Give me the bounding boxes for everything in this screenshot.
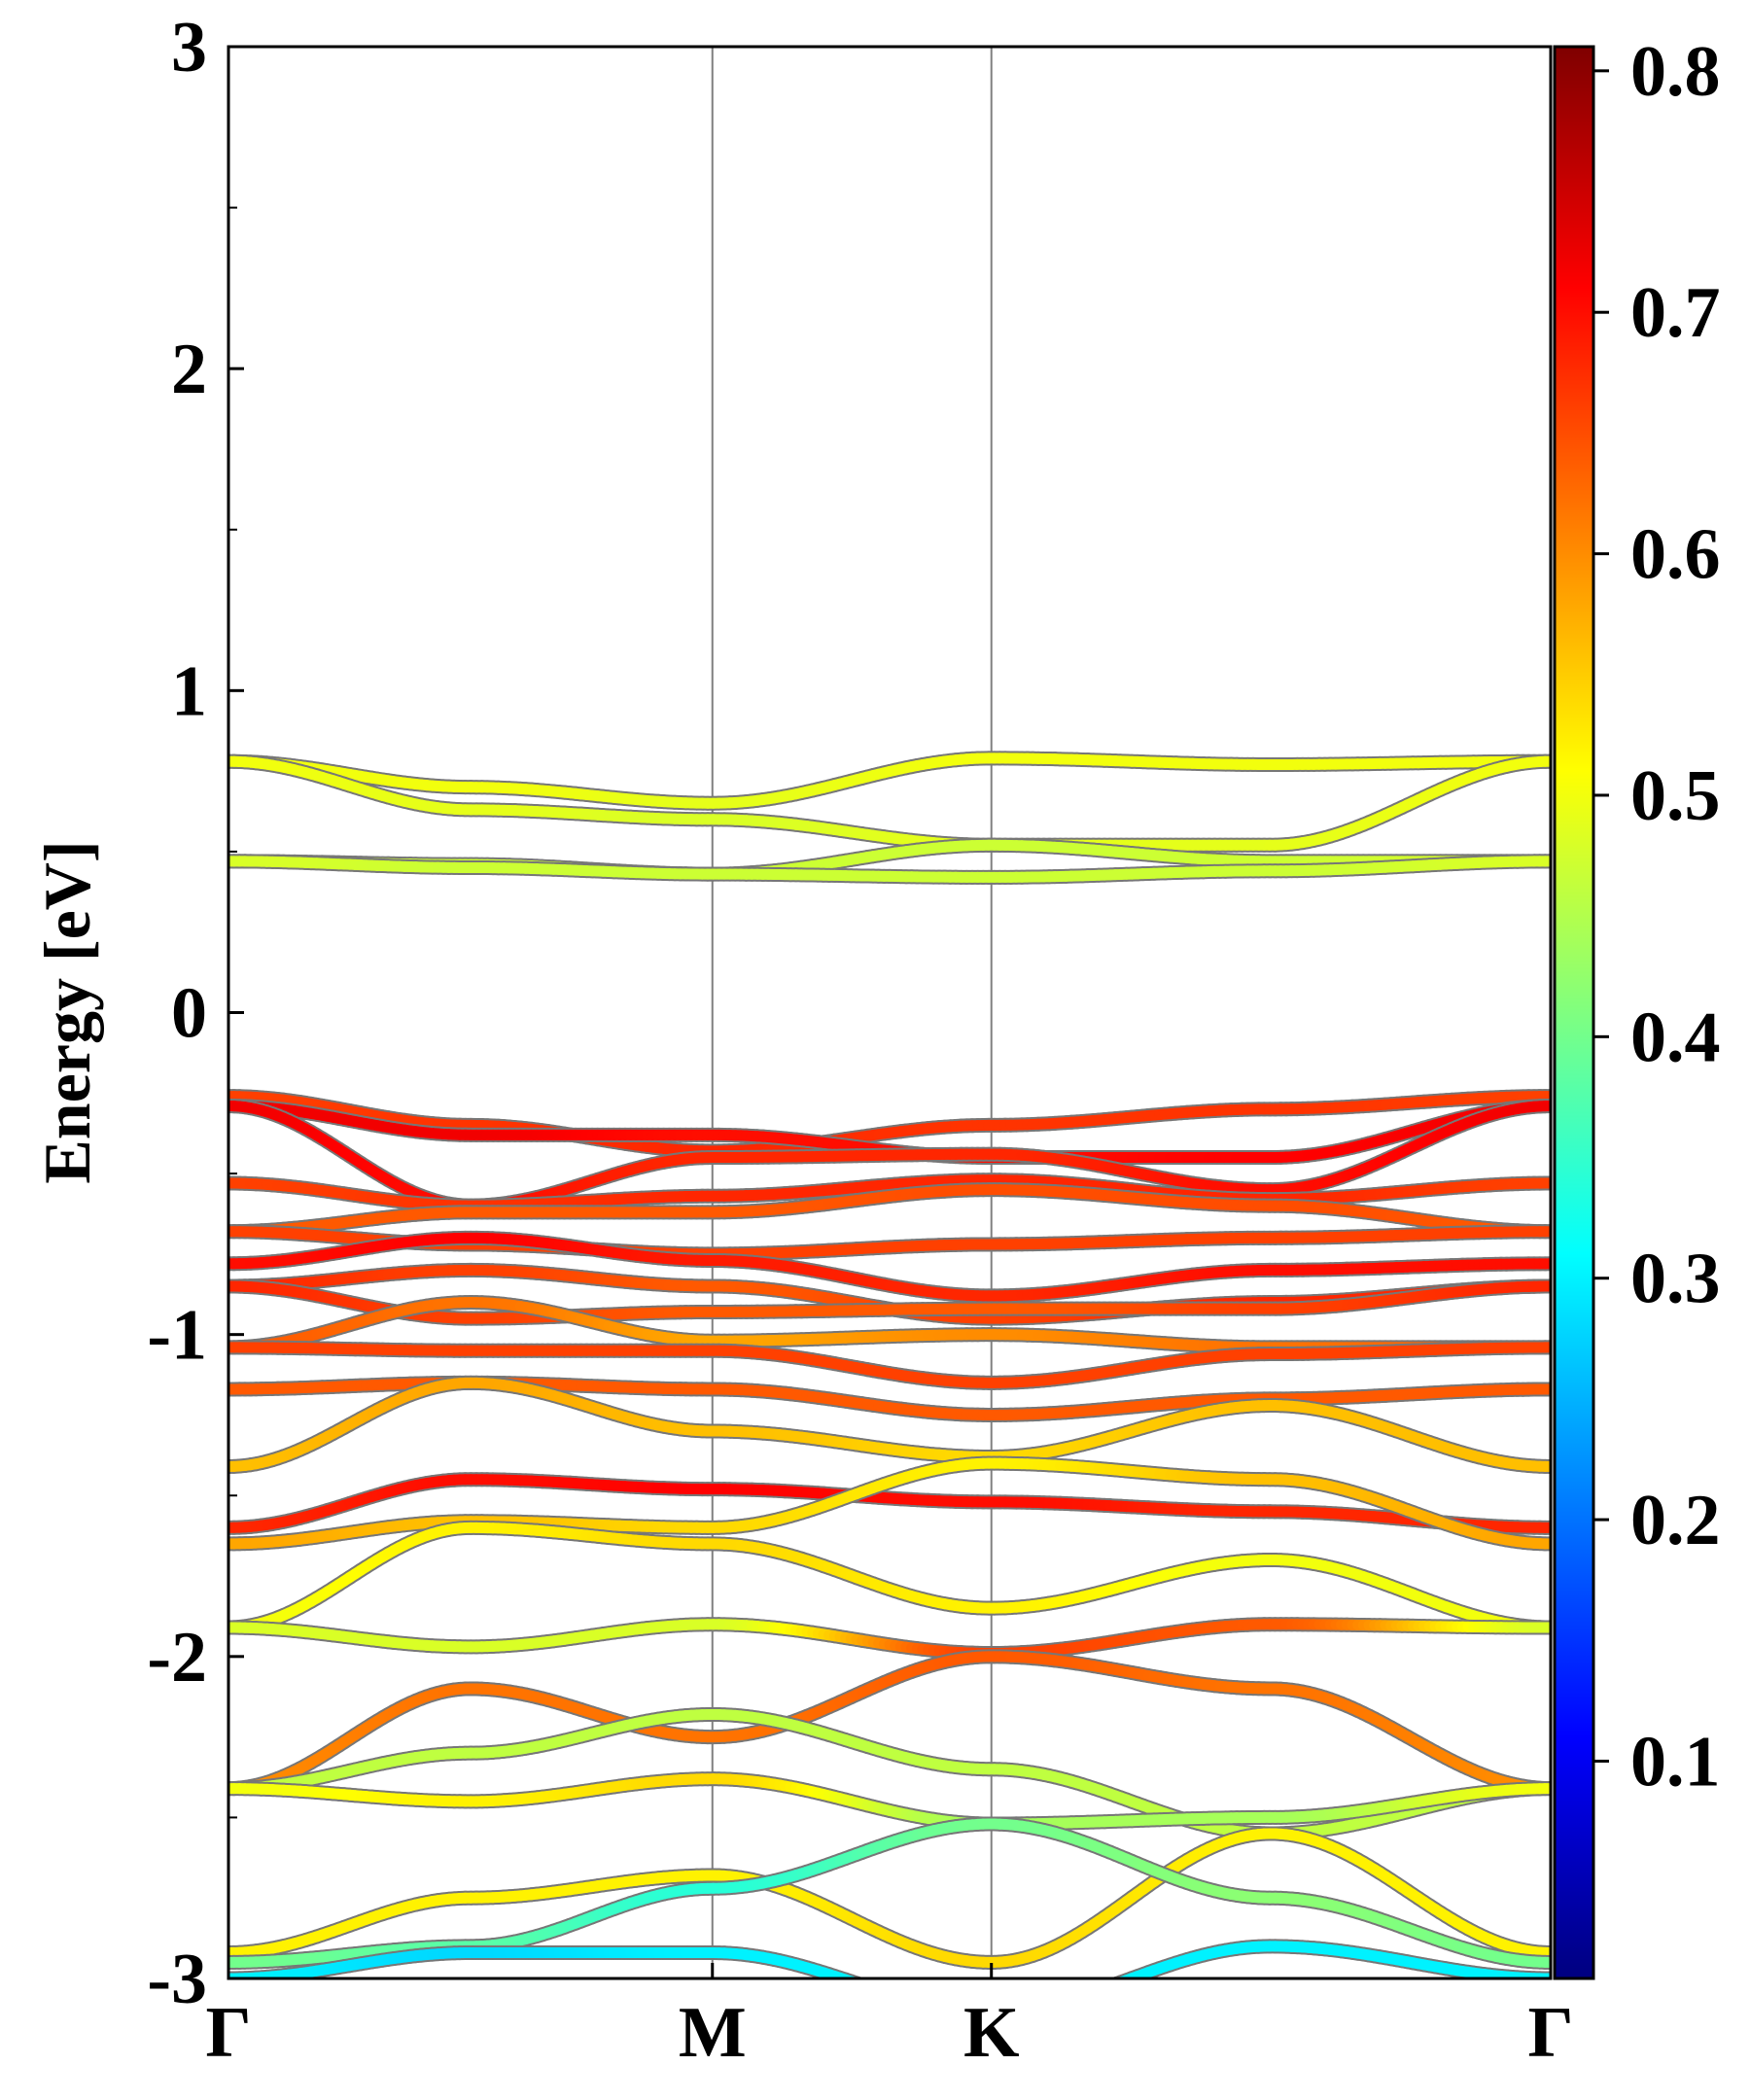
band-24 <box>228 1771 1551 1832</box>
band-26 <box>228 1816 1551 1970</box>
colorbar-tick-label: 0.5 <box>1630 756 1721 836</box>
x-tick-label: Γ <box>205 1993 251 2073</box>
colorbar-axis: 0.8 0.7 0.6 0.5 0.4 0.3 0.2 0.1 <box>1593 32 1721 1802</box>
x-tick-label: M <box>679 1993 747 2073</box>
colorbar-tick-label: 0.6 <box>1630 515 1721 595</box>
band-1 <box>228 751 1551 811</box>
band-4 <box>228 854 1551 885</box>
band-27 <box>228 1939 1551 1978</box>
colorbar-tick-label: 0.7 <box>1630 273 1721 353</box>
band-lines <box>228 751 1551 1978</box>
colorbar-tick-label: 0.2 <box>1630 1481 1721 1560</box>
y-tick-label: -3 <box>147 1940 207 2019</box>
band-22 <box>228 1649 1551 1797</box>
high-symmetry-lines <box>711 47 993 1978</box>
plot-frame <box>227 45 1553 1980</box>
band-11 <box>228 1230 1551 1304</box>
y-tick-label: 0 <box>171 974 207 1054</box>
y-axis: 3 2 1 0 -1 -2 -3 <box>147 8 244 2019</box>
y-tick-label: 3 <box>171 8 207 88</box>
band-9 <box>228 1182 1551 1240</box>
colorbar-tick-label: 0.3 <box>1630 1240 1721 1319</box>
band-21 <box>228 1617 1551 1662</box>
x-tick-label: K <box>963 1993 1020 2073</box>
colorbar-tick-label: 0.4 <box>1630 998 1721 1077</box>
x-tick-label: Γ <box>1527 1993 1573 2073</box>
y-axis-label: Energy [eV] <box>30 840 104 1183</box>
band-17 <box>228 1375 1551 1474</box>
colorbar-tick-label: 0.1 <box>1630 1722 1721 1802</box>
y-tick-label: 2 <box>171 330 207 409</box>
y-tick-label: 1 <box>171 651 207 731</box>
y-tick-label: -2 <box>147 1618 207 1698</box>
band-18 <box>228 1472 1551 1535</box>
colorbar-tick-label: 0.8 <box>1630 32 1721 112</box>
band-25 <box>228 1826 1551 1970</box>
colorbar <box>1553 45 1595 1980</box>
band-20 <box>228 1520 1551 1635</box>
band-15 <box>228 1340 1551 1390</box>
y-tick-label: -1 <box>147 1296 207 1376</box>
